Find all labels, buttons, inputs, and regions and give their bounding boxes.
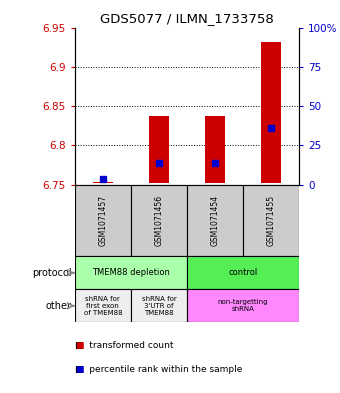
Text: shRNA for
3'UTR of
TMEM88: shRNA for 3'UTR of TMEM88 [141, 296, 176, 316]
Bar [93, 182, 113, 183]
Bar [131, 289, 187, 322]
Bar [261, 42, 281, 183]
Bar [131, 185, 187, 256]
Text: protocol: protocol [32, 268, 72, 278]
Text: non-targetting
shRNA: non-targetting shRNA [218, 299, 268, 312]
Bar [187, 185, 243, 256]
Text: ■: ■ [75, 365, 83, 374]
Text: ■: ■ [75, 342, 83, 350]
Bar [75, 289, 131, 322]
Bar [243, 185, 299, 256]
Text: control: control [228, 268, 258, 277]
Bar [187, 289, 299, 322]
Text: GSM1071457: GSM1071457 [98, 195, 107, 246]
Bar [205, 116, 225, 183]
Bar [149, 116, 169, 183]
Bar [75, 185, 131, 256]
Title: GDS5077 / ILMN_1733758: GDS5077 / ILMN_1733758 [100, 12, 274, 25]
Bar [187, 256, 299, 289]
Text: shRNA for
first exon
of TMEM88: shRNA for first exon of TMEM88 [84, 296, 122, 316]
Text: GSM1071455: GSM1071455 [267, 195, 276, 246]
Text: GSM1071454: GSM1071454 [210, 195, 220, 246]
Text: other: other [46, 301, 72, 311]
Bar [75, 256, 187, 289]
Text: TMEM88 depletion: TMEM88 depletion [92, 268, 170, 277]
Text: GSM1071456: GSM1071456 [154, 195, 164, 246]
Text: ■  transformed count: ■ transformed count [75, 342, 173, 350]
Text: ■  percentile rank within the sample: ■ percentile rank within the sample [75, 365, 242, 374]
